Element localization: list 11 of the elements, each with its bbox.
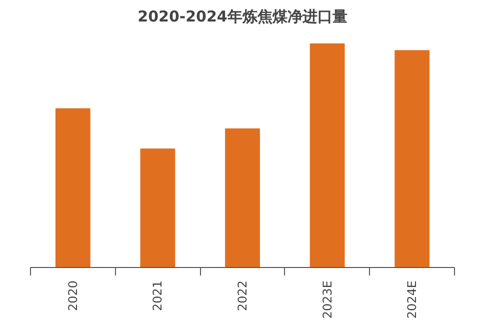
bar [140,148,176,268]
x-tick-label: 2021 [150,280,165,312]
bar [225,128,260,268]
bar [394,50,430,268]
x-tick-label: 2022 [236,280,250,312]
x-tick-label: 2020 [66,280,80,312]
bar [55,108,90,268]
x-tick-label: 2023E [320,280,334,319]
x-tick-label: 2024E [405,280,420,319]
bar [310,43,345,268]
chart-title: 2020-2024年炼焦煤净进口量 [138,8,348,26]
